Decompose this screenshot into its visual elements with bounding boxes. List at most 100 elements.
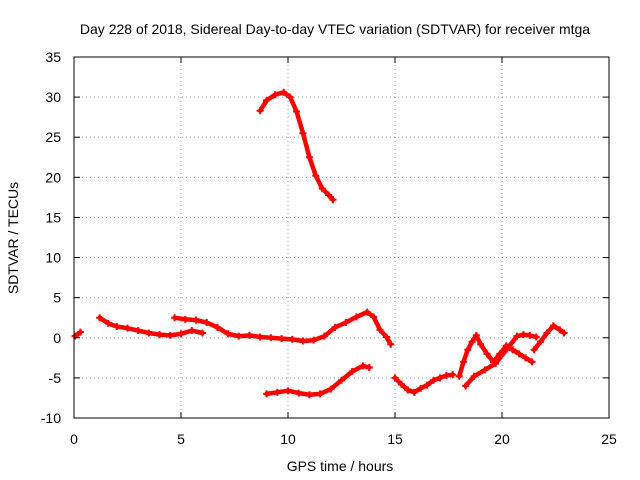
data-point <box>192 316 200 324</box>
data-point <box>509 346 517 354</box>
x-tick-label: 25 <box>601 431 617 447</box>
x-axis-label: GPS time / hours <box>287 458 394 474</box>
data-point <box>468 338 476 346</box>
data-point <box>423 381 431 389</box>
data-point <box>513 332 521 340</box>
data-point <box>483 350 491 358</box>
grid <box>74 57 609 418</box>
data-point <box>288 335 296 343</box>
data-point <box>556 326 564 334</box>
data-point <box>410 388 418 396</box>
data-point <box>104 319 112 327</box>
data-point <box>331 323 339 331</box>
data-point <box>316 390 324 398</box>
data-point <box>113 323 121 331</box>
data-point <box>177 330 185 338</box>
data-point <box>502 346 510 354</box>
data-point <box>286 93 294 101</box>
y-tick-label: 0 <box>53 330 61 346</box>
data-series <box>71 88 568 399</box>
x-tick-label: 5 <box>177 431 185 447</box>
data-point <box>365 363 373 371</box>
data-point <box>76 328 84 336</box>
y-tick-label: -5 <box>49 370 62 386</box>
data-point <box>543 329 551 337</box>
data-point <box>310 336 318 344</box>
data-point <box>181 315 189 323</box>
data-point <box>462 382 470 390</box>
data-point <box>519 331 527 339</box>
data-point <box>188 327 196 335</box>
data-point <box>477 340 485 348</box>
data-point <box>417 384 425 392</box>
x-tick-label: 20 <box>494 431 510 447</box>
data-point <box>267 334 275 342</box>
y-tick-label: -10 <box>41 410 61 426</box>
data-point <box>449 371 457 379</box>
data-point <box>312 172 320 180</box>
y-tick-label: 25 <box>45 129 61 145</box>
y-axis-label: SDTVAR / TECUs <box>5 182 21 294</box>
y-tick-label: 35 <box>45 49 61 65</box>
data-point <box>156 331 164 339</box>
axis-ticks: 0 5 10 15 20 25 -10 -5 0 5 10 15 20 25 30 35 <box>41 49 617 447</box>
data-point <box>203 319 211 327</box>
data-point <box>342 319 350 327</box>
data-point <box>442 371 450 379</box>
data-point <box>124 324 131 332</box>
data-point <box>515 350 523 358</box>
y-tick-label: 20 <box>45 169 61 185</box>
data-point <box>284 387 292 395</box>
series-line-seg6 <box>392 372 456 395</box>
data-point <box>171 314 179 322</box>
chart-title: Day 228 of 2018, Sidereal Day-to-day VTE… <box>80 21 590 37</box>
data-point <box>522 354 530 362</box>
plot-frame <box>73 56 610 419</box>
data-point <box>464 346 472 354</box>
data-point <box>537 338 545 346</box>
data-point <box>325 191 333 199</box>
data-point <box>295 389 303 397</box>
data-point <box>382 333 390 341</box>
y-tick-label: 15 <box>45 209 61 225</box>
data-point <box>430 376 438 384</box>
y-tick-label: 30 <box>45 89 61 105</box>
x-tick-label: 0 <box>70 431 78 447</box>
data-point <box>348 367 356 375</box>
data-point <box>391 374 399 382</box>
data-point <box>278 335 286 343</box>
data-point <box>532 333 540 341</box>
data-point <box>352 313 360 321</box>
data-point <box>305 153 313 161</box>
data-point <box>134 327 142 335</box>
data-point <box>387 340 395 348</box>
data-point <box>256 107 264 115</box>
data-point <box>472 331 480 339</box>
data-point <box>526 331 534 339</box>
y-tick-label: 10 <box>45 250 61 266</box>
data-point <box>213 323 221 331</box>
data-point <box>363 308 371 316</box>
data-point <box>404 386 412 394</box>
data-point <box>459 358 467 366</box>
x-tick-label: 10 <box>280 431 296 447</box>
data-point <box>263 390 271 398</box>
data-point <box>305 391 313 399</box>
data-point <box>397 380 405 388</box>
data-point <box>560 329 568 337</box>
data-point <box>263 96 271 104</box>
data-point <box>198 329 206 337</box>
data-point <box>71 332 79 340</box>
x-tick-label: 15 <box>387 431 403 447</box>
data-point <box>145 329 153 337</box>
data-point <box>329 196 337 204</box>
data-point <box>224 330 232 338</box>
data-point <box>96 314 104 322</box>
data-point <box>436 374 444 382</box>
data-point <box>235 332 243 340</box>
data-point <box>549 322 557 330</box>
data-point <box>318 185 326 193</box>
data-point <box>530 346 538 354</box>
data-point <box>256 333 264 341</box>
